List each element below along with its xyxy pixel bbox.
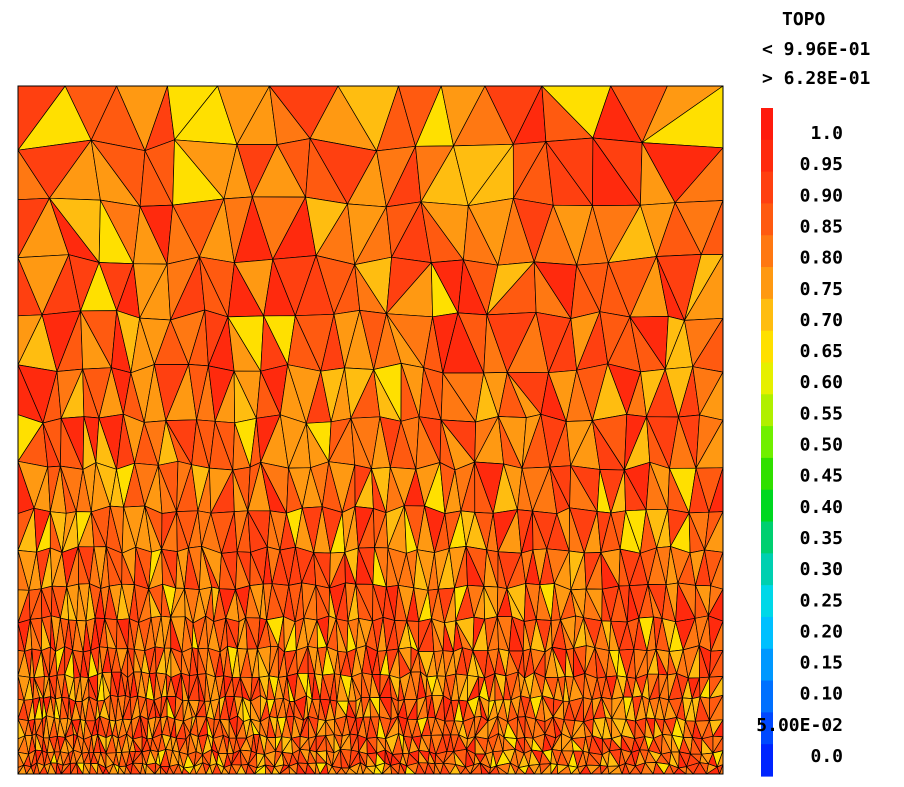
colorbar-tick-label: 0.30 bbox=[800, 559, 843, 580]
colorbar-tick-label: 0.0 bbox=[810, 746, 843, 767]
colorbar-band bbox=[761, 744, 773, 777]
colorbar-tick-label: 0.10 bbox=[800, 684, 843, 705]
colorbar bbox=[761, 108, 773, 777]
colorbar-band bbox=[761, 108, 773, 141]
colorbar-tick-label: 0.35 bbox=[800, 528, 843, 549]
colorbar-tick-label: 0.25 bbox=[800, 590, 843, 611]
colorbar-band bbox=[761, 171, 773, 205]
colorbar-band bbox=[761, 457, 773, 491]
colorbar-tick-labels: 1.0 0.95 0.90 0.85 0.80 0.75 0.70 0.65 0.60 0.55 0… bbox=[756, 123, 843, 767]
colorbar-tick-label: 0.50 bbox=[800, 435, 843, 456]
colorbar-tick-label: 1.0 bbox=[810, 123, 843, 144]
colorbar-band bbox=[761, 394, 773, 427]
colorbar-tick-label: 0.20 bbox=[800, 621, 843, 642]
colorbar-band bbox=[761, 680, 773, 713]
colorbar-band bbox=[761, 521, 773, 554]
colorbar-tick-label: 0.80 bbox=[800, 248, 843, 269]
colorbar-band bbox=[761, 298, 773, 332]
colorbar-tick-label: 0.60 bbox=[800, 372, 843, 393]
colorbar-tick-label: 0.55 bbox=[800, 403, 843, 424]
colorbar-band bbox=[761, 426, 773, 459]
colorbar-tick-label: 0.65 bbox=[800, 341, 843, 362]
colorbar-tick-label: 0.75 bbox=[800, 279, 843, 300]
colorbar-tick-label: 0.95 bbox=[800, 154, 843, 175]
range-max-label: < 9.96E-01 bbox=[762, 39, 870, 60]
colorbar-tick-label: 0.85 bbox=[800, 216, 843, 237]
colorbar-tick-label: 0.40 bbox=[800, 497, 843, 518]
colorbar-tick-label: 0.15 bbox=[800, 653, 843, 674]
colorbar-band bbox=[761, 235, 773, 268]
colorbar-band bbox=[761, 330, 773, 364]
colorbar-band bbox=[761, 489, 773, 523]
mesh-field bbox=[17, 85, 724, 775]
colorbar-band bbox=[761, 203, 773, 236]
plot-frame bbox=[17, 85, 724, 775]
colorbar-tick-label: 0.45 bbox=[800, 466, 843, 487]
range-min-label: > 6.28E-01 bbox=[762, 68, 870, 89]
colorbar-band bbox=[761, 362, 773, 395]
colorbar-tick-label: 5.00E-02 bbox=[756, 715, 843, 736]
colorbar-tick-label: 0.90 bbox=[800, 185, 843, 206]
colorbar-band bbox=[761, 139, 773, 173]
colorbar-tick-label: 0.70 bbox=[800, 310, 843, 331]
colorbar-band bbox=[761, 616, 773, 650]
plot-title: TOPO bbox=[782, 9, 826, 30]
colorbar-band bbox=[761, 712, 773, 745]
colorbar-band bbox=[761, 585, 773, 618]
colorbar-band bbox=[761, 648, 773, 682]
colorbar-band bbox=[761, 267, 773, 300]
colorbar-band bbox=[761, 553, 773, 586]
